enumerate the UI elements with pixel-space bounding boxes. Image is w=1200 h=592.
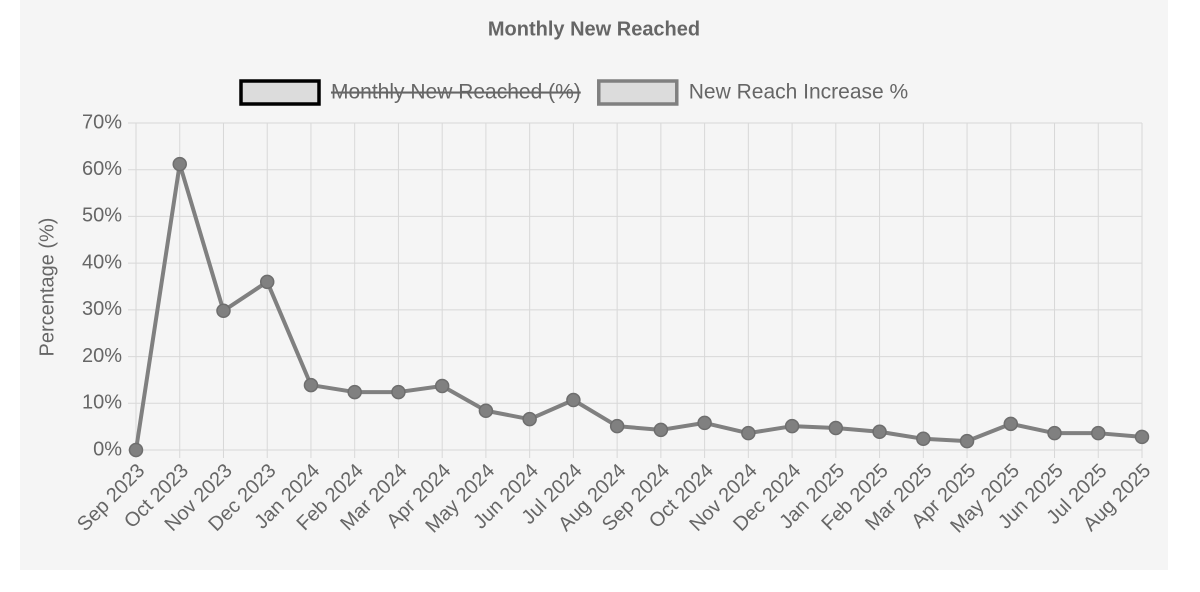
data-point xyxy=(653,422,669,438)
data-point xyxy=(478,403,494,419)
data-point xyxy=(828,420,844,436)
y-tick-label: 40% xyxy=(82,251,122,273)
data-point xyxy=(1134,429,1150,445)
legend-swatch[interactable] xyxy=(597,79,679,106)
chart-title: Monthly New Reached xyxy=(488,18,700,40)
data-point xyxy=(391,384,406,400)
y-tick-label: 70% xyxy=(82,111,122,133)
data-point xyxy=(1091,425,1106,441)
y-axis-label: Percentage (%) xyxy=(36,218,58,357)
data-point xyxy=(172,156,187,172)
y-tick-label: 30% xyxy=(82,298,122,320)
data-point xyxy=(609,418,625,434)
series-line xyxy=(134,162,1143,451)
y-tick-label: 20% xyxy=(82,345,122,367)
legend-label[interactable]: Monthly New Reached (%) xyxy=(331,81,581,104)
legend-swatch[interactable] xyxy=(239,79,321,106)
data-point xyxy=(741,425,756,441)
y-tick-label: 50% xyxy=(82,205,122,227)
data-point xyxy=(303,377,319,393)
data-point xyxy=(522,411,537,427)
data-point xyxy=(697,415,712,431)
data-point xyxy=(216,303,231,319)
data-point xyxy=(434,378,450,394)
data-point xyxy=(916,431,931,447)
data-point xyxy=(128,442,144,458)
data-point xyxy=(959,433,975,449)
y-tick-label: 60% xyxy=(82,158,122,180)
data-point xyxy=(566,392,581,408)
data-point xyxy=(347,384,362,400)
data-point xyxy=(872,424,887,440)
y-tick-label: 0% xyxy=(93,438,122,460)
y-tick-label: 10% xyxy=(82,392,122,414)
data-point xyxy=(1047,425,1062,441)
data-point xyxy=(1003,416,1019,432)
chart-background xyxy=(20,0,1168,570)
data-point xyxy=(784,418,800,434)
data-point xyxy=(259,274,275,290)
legend-label[interactable]: New Reach Increase % xyxy=(689,81,908,104)
